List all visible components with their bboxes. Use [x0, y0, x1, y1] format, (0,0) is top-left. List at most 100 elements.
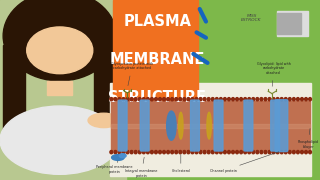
Text: STRUCTURE: STRUCTURE: [108, 89, 206, 105]
Ellipse shape: [195, 98, 198, 101]
Ellipse shape: [138, 150, 141, 154]
Ellipse shape: [138, 98, 141, 101]
Ellipse shape: [175, 150, 178, 154]
Bar: [94, 45, 116, 135]
Ellipse shape: [244, 150, 247, 154]
Ellipse shape: [171, 150, 173, 154]
Ellipse shape: [207, 150, 210, 154]
Ellipse shape: [199, 150, 202, 154]
Ellipse shape: [260, 150, 263, 154]
Text: Channel protein: Channel protein: [210, 152, 279, 173]
Ellipse shape: [142, 98, 145, 101]
Ellipse shape: [220, 150, 222, 154]
Ellipse shape: [248, 98, 251, 101]
Ellipse shape: [280, 150, 283, 154]
Ellipse shape: [256, 98, 259, 101]
Ellipse shape: [232, 150, 235, 154]
Ellipse shape: [211, 98, 214, 101]
Text: MISS
ESTROCK: MISS ESTROCK: [241, 14, 262, 22]
Ellipse shape: [175, 98, 178, 101]
FancyBboxPatch shape: [271, 100, 280, 151]
Ellipse shape: [236, 98, 238, 101]
Ellipse shape: [119, 154, 126, 158]
Ellipse shape: [300, 98, 303, 101]
Ellipse shape: [183, 98, 186, 101]
Ellipse shape: [203, 150, 206, 154]
Ellipse shape: [155, 150, 157, 154]
Bar: [3, 45, 25, 144]
Ellipse shape: [288, 150, 291, 154]
Ellipse shape: [142, 150, 145, 154]
Ellipse shape: [264, 150, 267, 154]
Ellipse shape: [211, 150, 214, 154]
Ellipse shape: [147, 98, 149, 101]
Ellipse shape: [130, 98, 133, 101]
Ellipse shape: [252, 98, 255, 101]
Ellipse shape: [191, 98, 194, 101]
Ellipse shape: [199, 98, 202, 101]
Bar: [110, 83, 311, 176]
Ellipse shape: [0, 106, 119, 174]
Ellipse shape: [292, 150, 295, 154]
FancyBboxPatch shape: [191, 100, 199, 151]
Ellipse shape: [122, 98, 125, 101]
Ellipse shape: [183, 150, 186, 154]
Ellipse shape: [110, 150, 113, 154]
Ellipse shape: [195, 150, 198, 154]
Ellipse shape: [292, 98, 295, 101]
Ellipse shape: [228, 98, 230, 101]
Bar: [47, 81, 72, 95]
Ellipse shape: [228, 150, 230, 154]
Ellipse shape: [126, 98, 129, 101]
Ellipse shape: [167, 150, 170, 154]
Ellipse shape: [134, 98, 137, 101]
Ellipse shape: [296, 150, 299, 154]
Text: Glycolipid: lipid with
carbohydrate
attached: Glycolipid: lipid with carbohydrate atta…: [257, 62, 291, 86]
Ellipse shape: [223, 150, 226, 154]
Ellipse shape: [167, 111, 176, 140]
Ellipse shape: [280, 98, 283, 101]
Ellipse shape: [268, 98, 271, 101]
Ellipse shape: [27, 27, 93, 74]
Ellipse shape: [110, 98, 113, 101]
Ellipse shape: [240, 150, 243, 154]
Ellipse shape: [272, 150, 275, 154]
Bar: [277, 13, 301, 34]
Ellipse shape: [236, 150, 238, 154]
Ellipse shape: [284, 98, 287, 101]
Ellipse shape: [122, 150, 125, 154]
Ellipse shape: [179, 98, 182, 101]
Ellipse shape: [256, 150, 259, 154]
Ellipse shape: [300, 150, 303, 154]
Bar: [277, 11, 308, 36]
Ellipse shape: [155, 98, 157, 101]
Ellipse shape: [244, 98, 247, 101]
Ellipse shape: [150, 98, 153, 101]
FancyBboxPatch shape: [275, 100, 288, 152]
Ellipse shape: [309, 150, 311, 154]
Ellipse shape: [118, 150, 121, 154]
Ellipse shape: [207, 98, 210, 101]
Ellipse shape: [187, 150, 190, 154]
Bar: [113, 0, 198, 120]
Ellipse shape: [240, 98, 243, 101]
Ellipse shape: [284, 150, 287, 154]
Ellipse shape: [305, 98, 308, 101]
Ellipse shape: [3, 0, 116, 81]
Ellipse shape: [296, 98, 299, 101]
Ellipse shape: [134, 150, 137, 154]
Text: Cholesterol: Cholesterol: [171, 154, 190, 173]
Ellipse shape: [179, 150, 182, 154]
Text: MEMBRANE: MEMBRANE: [109, 52, 205, 67]
Ellipse shape: [260, 98, 263, 101]
Ellipse shape: [167, 98, 170, 101]
Ellipse shape: [112, 155, 124, 160]
Ellipse shape: [171, 98, 173, 101]
Ellipse shape: [215, 98, 218, 101]
Ellipse shape: [276, 150, 279, 154]
Ellipse shape: [276, 98, 279, 101]
Ellipse shape: [159, 150, 161, 154]
Ellipse shape: [114, 150, 117, 154]
Ellipse shape: [264, 98, 267, 101]
Ellipse shape: [232, 98, 235, 101]
